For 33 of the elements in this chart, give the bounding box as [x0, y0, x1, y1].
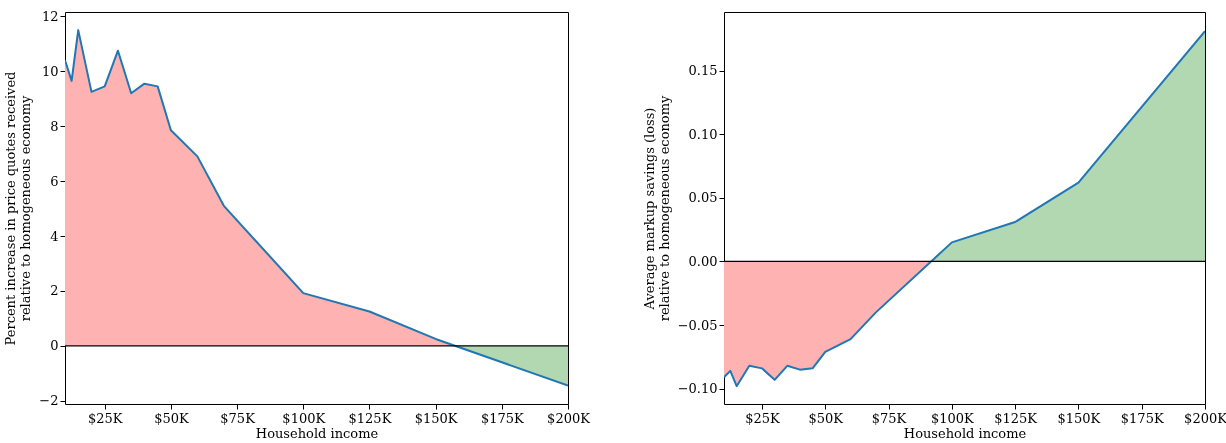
- x-tick-label: $125K: [994, 410, 1038, 426]
- y-tick-label: −0.05: [677, 317, 718, 333]
- y-tick-label: −2: [39, 393, 59, 409]
- y-tick-label: 10: [41, 63, 59, 79]
- x-tick-label: $25K: [87, 410, 123, 426]
- y-tick-label: 0.10: [688, 126, 718, 142]
- x-axis-title: Household income: [255, 425, 379, 441]
- y-tick-label: 0.00: [688, 253, 718, 269]
- y-tick-label: 12: [41, 8, 59, 24]
- y-tick-label: 2: [50, 283, 59, 299]
- y-tick-label: 0.05: [688, 190, 718, 206]
- y-tick-label: 6: [50, 173, 59, 189]
- x-tick-label: $150K: [1057, 410, 1101, 426]
- y-tick-label: 4: [50, 228, 59, 244]
- x-tick-label: $150K: [414, 410, 458, 426]
- x-tick-label: $175K: [1120, 410, 1164, 426]
- y-tick-label: −0.10: [677, 381, 718, 397]
- y-tick-label: 0.15: [688, 63, 718, 79]
- x-tick-label: $100K: [930, 410, 975, 426]
- x-tick-label: $100K: [282, 410, 326, 426]
- x-axis-title: Household income: [903, 425, 1027, 441]
- x-tick-label: $75K: [871, 410, 907, 426]
- x-tick-label: $25K: [745, 410, 781, 426]
- y-axis-title: Average markup savings (loss) relative to homogeneous economy: [641, 95, 672, 322]
- x-tick-label: $175K: [480, 410, 524, 426]
- x-tick-label: $75K: [220, 410, 256, 426]
- x-tick-label: $50K: [808, 410, 844, 426]
- x-tick-label: $125K: [348, 410, 392, 426]
- y-tick-label: 8: [50, 118, 59, 134]
- x-tick-label: $200K: [547, 410, 591, 426]
- y-axis-title: Percent increase in price quotes received relative to homogeneous economy: [3, 71, 34, 346]
- x-tick-label: $50K: [154, 410, 189, 426]
- y-tick-label: 0: [50, 338, 59, 354]
